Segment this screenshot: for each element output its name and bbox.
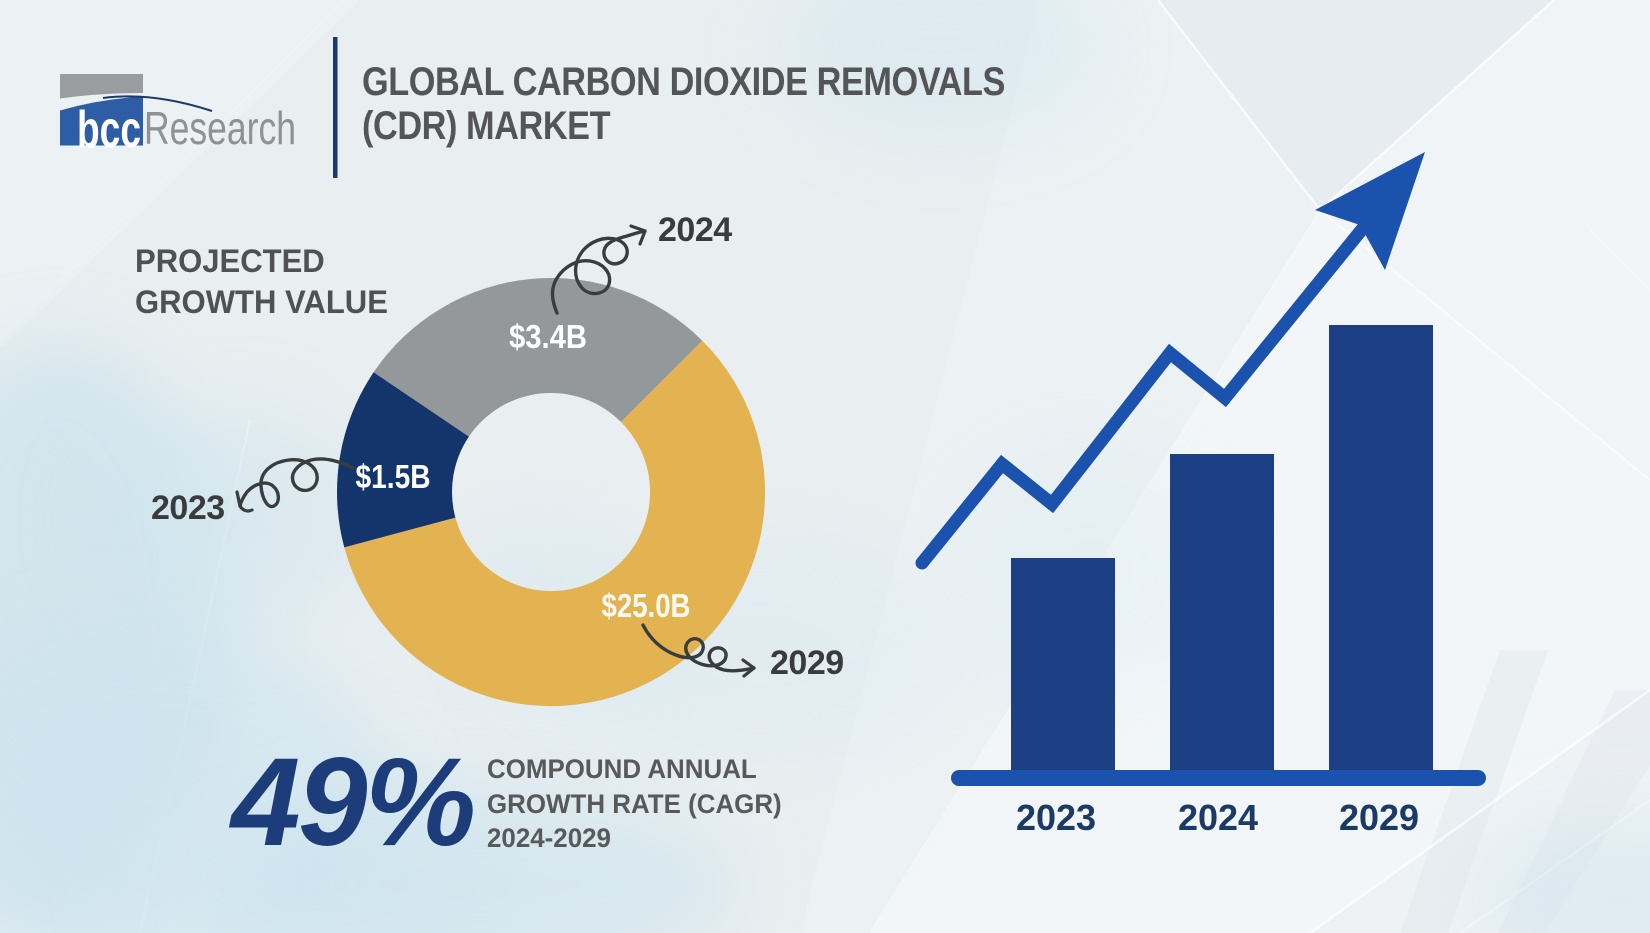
svg-text:bcc: bcc [77, 101, 141, 159]
svg-text:$25.0B: $25.0B [602, 587, 691, 624]
svg-text:Research: Research [144, 102, 296, 154]
svg-text:$3.4B: $3.4B [509, 318, 587, 355]
svg-text:$1.5B: $1.5B [356, 458, 431, 495]
